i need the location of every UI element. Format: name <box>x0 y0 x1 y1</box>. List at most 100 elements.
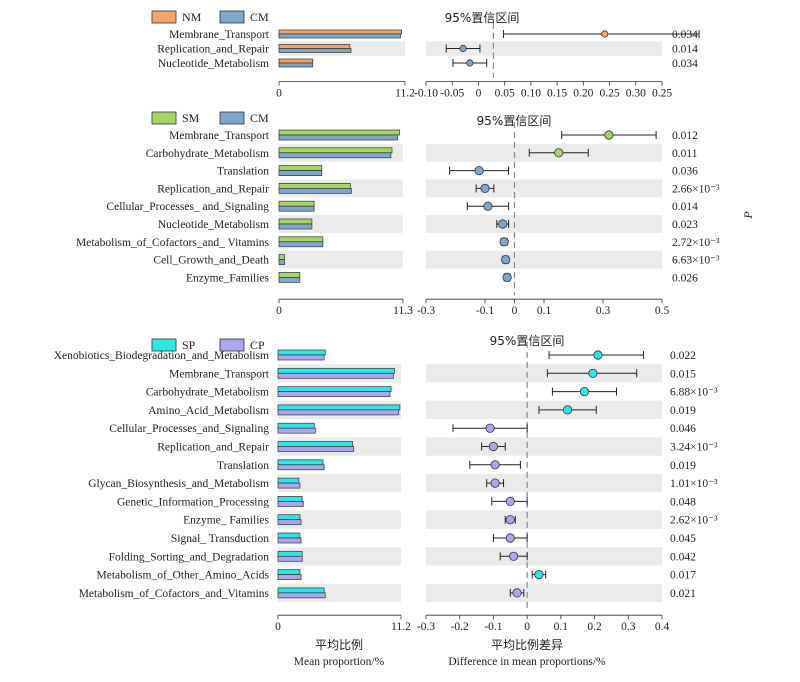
p-value: 0.036 <box>672 166 698 178</box>
p-value: 6.88×10⁻³ <box>670 387 718 399</box>
diff-tick-label: -0.1 <box>476 305 494 317</box>
bar-cm <box>278 33 401 39</box>
bar-cm <box>278 223 313 230</box>
bar-cp <box>277 372 394 379</box>
p-value: 2.62×10⁻³ <box>670 515 718 527</box>
bar-sp <box>277 496 303 502</box>
bar-sp <box>277 349 326 356</box>
bar-cp <box>277 427 316 434</box>
diff-tick-label: -0.2 <box>451 621 469 633</box>
ci-point <box>480 183 490 193</box>
diff-tick-label: 0 <box>512 305 518 317</box>
legend-label-nm: NM <box>182 10 202 24</box>
row-stripe <box>426 41 662 56</box>
bar-cp <box>277 464 325 471</box>
legend-swatch-cm <box>219 111 245 125</box>
legend-swatch-nm <box>151 10 177 24</box>
category-label: Cellular_Processes_ and_Signaling <box>106 201 269 213</box>
category-label: Translation <box>217 166 269 178</box>
bar-cp <box>277 446 355 452</box>
bar-sp <box>277 587 325 594</box>
ci-point <box>499 237 509 247</box>
p-value: 0.023 <box>672 219 698 231</box>
ci-point <box>488 441 499 452</box>
p-value: 0.019 <box>670 460 696 472</box>
bar-sp <box>277 422 315 429</box>
row-stripe <box>426 179 662 198</box>
ci-point <box>502 272 512 282</box>
diff-tick-label: 0.1 <box>537 305 552 317</box>
ci-point <box>601 30 609 38</box>
p-value: 0.011 <box>672 148 698 160</box>
p-value: 2.72×10⁻³ <box>672 237 720 249</box>
row-stripe <box>426 510 662 529</box>
mean-tick-label: 11.3 <box>393 305 413 317</box>
p-value: 0.048 <box>670 496 696 508</box>
bar-nm <box>278 58 314 64</box>
bar-sp <box>277 477 300 484</box>
diff-axis-title-en: Difference in mean proportions/% <box>448 656 606 668</box>
diff-tick-label: 0.25 <box>652 88 672 100</box>
bar-sm <box>278 272 301 278</box>
diff-tick-label: 0.10 <box>521 88 541 100</box>
mean-tick-label: 11.2 <box>391 621 411 633</box>
ci-point <box>588 368 598 378</box>
bar-cp <box>277 519 302 526</box>
category-label: Cellular_Processes_and_Signaling <box>109 423 269 435</box>
p-value: 0.022 <box>670 350 696 362</box>
ci-point <box>512 588 522 598</box>
ci-title: 95%置信区间 <box>490 334 565 348</box>
row-stripe <box>426 250 662 269</box>
category-label: Cell_Growth_and_Death <box>153 255 269 267</box>
mean-tick-label: 0 <box>276 88 282 100</box>
diff-tick-label: 0 <box>476 88 482 100</box>
ci-point <box>490 460 500 470</box>
diff-tick-label: 0.4 <box>655 621 670 633</box>
bar-cp <box>277 409 400 416</box>
bar-sp <box>277 404 401 411</box>
bar-sm <box>278 165 323 171</box>
ci-point <box>466 59 474 67</box>
diff-tick-label: 0.05 <box>495 88 515 100</box>
bar-cm <box>278 188 352 194</box>
category-label: Glycan_Biosynthesis_and_Metabolism <box>88 478 269 490</box>
category-label: Metabolism_of_Other_Amino_Acids <box>97 570 270 582</box>
ci-point <box>501 255 511 265</box>
ci-title: 95%置信区间 <box>445 11 520 25</box>
diff-tick-label: 0.2 <box>587 621 602 633</box>
ci-point <box>505 533 515 543</box>
ci-point <box>459 44 467 53</box>
ci-point <box>505 496 515 506</box>
ci-point <box>593 350 603 360</box>
ci-point <box>579 386 590 397</box>
bar-cp <box>277 391 391 397</box>
bar-sm <box>278 200 315 207</box>
ci-point <box>534 569 544 580</box>
legend-swatch-cp <box>219 338 245 352</box>
p-value: 0.045 <box>670 533 696 545</box>
category-label: Folding_Sorting_and_Degradation <box>109 551 270 563</box>
bar-cm <box>278 277 301 283</box>
category-label: Carbohydrate_Metabolism <box>146 148 269 160</box>
diff-tick-label: -0.05 <box>440 88 464 100</box>
bar-nm <box>278 29 402 35</box>
bar-sm <box>278 147 393 154</box>
category-label: Membrane_Transport <box>169 29 270 41</box>
diff-axis-title-cn: 平均比例差异 <box>491 638 563 652</box>
legend-label-sp: SP <box>182 338 196 352</box>
legend-swatch-cm <box>219 10 245 24</box>
mean-tick-label: 0 <box>275 621 281 633</box>
bar-sm <box>278 183 351 189</box>
p-value: 0.015 <box>670 368 696 380</box>
row-stripe <box>278 473 401 493</box>
category-label: Xenobiotics_Biodegradation_and_Metabolis… <box>54 350 269 362</box>
diff-tick-label: -0.1 <box>484 621 502 633</box>
bar-sp <box>277 569 301 575</box>
diff-tick-label: 0.15 <box>547 88 567 100</box>
diff-tick-label: 0.20 <box>573 88 593 100</box>
bar-sm <box>278 254 285 260</box>
bar-sp <box>277 459 324 466</box>
ci-point <box>483 201 493 211</box>
p-value: 6.63×10⁻³ <box>672 255 720 267</box>
legend-label-cm: CM <box>250 10 269 24</box>
